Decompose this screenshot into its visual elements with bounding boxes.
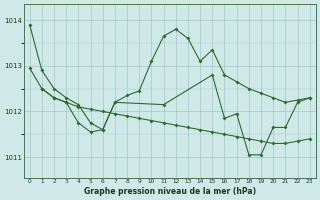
X-axis label: Graphe pression niveau de la mer (hPa): Graphe pression niveau de la mer (hPa) <box>84 187 256 196</box>
